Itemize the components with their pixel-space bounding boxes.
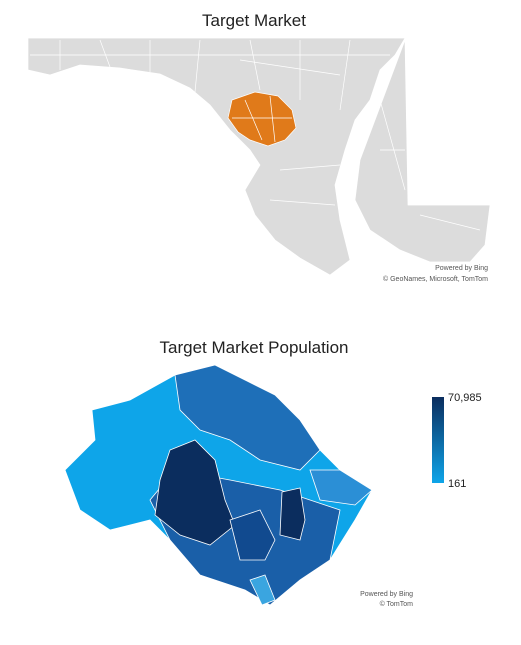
attribution: Powered by Bing bbox=[435, 265, 488, 272]
legend-max: 70,985 bbox=[448, 392, 482, 404]
legend-gradient bbox=[432, 397, 444, 483]
map-title: Target Market bbox=[202, 11, 306, 30]
population-map bbox=[64, 364, 373, 606]
state-map bbox=[27, 37, 491, 276]
legend-min: 161 bbox=[448, 478, 466, 490]
attribution: © GeoNames, Microsoft, TomTom bbox=[383, 275, 488, 283]
attribution: © TomTom bbox=[380, 600, 414, 608]
attribution: Powered by Bing bbox=[360, 591, 413, 598]
map-title: Target Market Population bbox=[160, 338, 349, 357]
target-region bbox=[227, 91, 297, 147]
